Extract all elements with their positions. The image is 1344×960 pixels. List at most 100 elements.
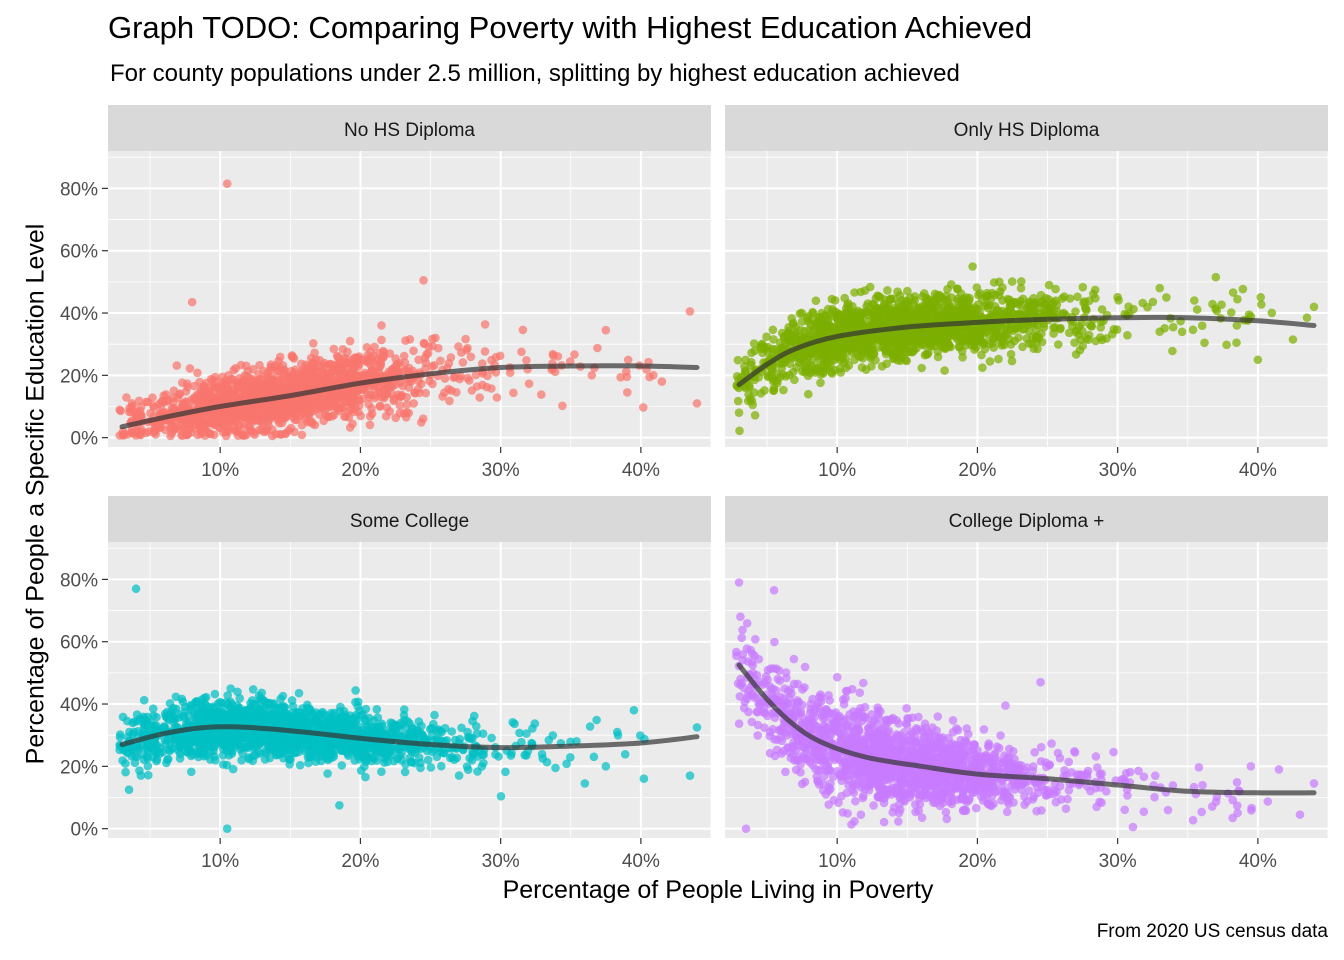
data-point bbox=[463, 765, 473, 774]
data-point bbox=[461, 334, 470, 344]
data-point bbox=[332, 404, 342, 414]
data-point bbox=[419, 338, 429, 348]
data-point bbox=[941, 329, 951, 339]
data-point bbox=[390, 363, 399, 372]
data-point bbox=[997, 341, 1007, 350]
data-point bbox=[396, 392, 405, 402]
data-point bbox=[769, 386, 779, 395]
x-tick-label: 40% bbox=[622, 460, 660, 481]
data-point bbox=[1029, 344, 1039, 354]
data-point bbox=[230, 426, 240, 435]
data-point bbox=[305, 752, 314, 762]
data-point bbox=[1168, 322, 1178, 332]
data-point bbox=[881, 316, 890, 325]
data-point bbox=[779, 385, 788, 395]
y-tick-label: 80% bbox=[60, 179, 98, 200]
data-point bbox=[152, 712, 161, 722]
data-point bbox=[218, 377, 228, 387]
data-point bbox=[931, 301, 941, 311]
data-point bbox=[857, 318, 866, 328]
data-point bbox=[229, 365, 238, 375]
data-point bbox=[980, 344, 990, 354]
data-point bbox=[447, 386, 456, 395]
data-point bbox=[735, 426, 744, 436]
data-point bbox=[463, 343, 472, 353]
data-point bbox=[985, 331, 994, 341]
data-point bbox=[270, 377, 280, 387]
data-point bbox=[214, 417, 223, 427]
data-point bbox=[297, 430, 307, 440]
facet-strip-label: No HS Diploma bbox=[344, 120, 475, 141]
data-point bbox=[898, 313, 907, 322]
data-point bbox=[797, 308, 806, 318]
data-point bbox=[850, 288, 859, 297]
data-point bbox=[974, 290, 983, 300]
data-point bbox=[409, 346, 418, 356]
x-tick-label: 40% bbox=[622, 851, 660, 872]
data-point bbox=[1078, 282, 1088, 292]
data-point bbox=[868, 307, 878, 316]
data-point bbox=[248, 685, 258, 694]
data-point bbox=[1006, 324, 1015, 334]
data-point bbox=[351, 404, 360, 414]
data-point bbox=[127, 428, 136, 438]
data-point bbox=[157, 397, 166, 406]
data-point bbox=[850, 355, 859, 365]
data-point bbox=[998, 296, 1007, 305]
data-point bbox=[395, 401, 405, 410]
data-point bbox=[328, 389, 338, 398]
data-point bbox=[410, 389, 420, 398]
data-point bbox=[389, 756, 399, 766]
data-point bbox=[1200, 338, 1209, 348]
data-point bbox=[437, 761, 446, 771]
outlier-point bbox=[1253, 355, 1263, 365]
data-point bbox=[881, 347, 891, 356]
data-point bbox=[623, 355, 633, 365]
data-point bbox=[1071, 307, 1080, 316]
data-point bbox=[985, 357, 995, 366]
data-point bbox=[866, 335, 876, 345]
data-point bbox=[171, 692, 181, 702]
data-point bbox=[749, 339, 759, 348]
data-point bbox=[518, 325, 528, 335]
data-point bbox=[970, 345, 979, 354]
data-point bbox=[1029, 307, 1039, 317]
data-point bbox=[1006, 304, 1015, 314]
data-point bbox=[276, 430, 286, 439]
data-point bbox=[804, 389, 813, 399]
data-point bbox=[1016, 300, 1026, 310]
data-point bbox=[385, 349, 395, 358]
data-point bbox=[377, 335, 386, 345]
data-point bbox=[733, 396, 743, 406]
data-point bbox=[209, 430, 219, 440]
data-point bbox=[118, 430, 128, 440]
data-point bbox=[1256, 293, 1265, 302]
data-point bbox=[427, 730, 437, 740]
data-point bbox=[994, 354, 1003, 364]
data-point bbox=[819, 367, 828, 376]
data-point bbox=[1160, 324, 1169, 333]
data-point bbox=[800, 350, 810, 360]
data-point bbox=[1222, 340, 1231, 350]
data-point bbox=[959, 294, 968, 303]
data-point bbox=[308, 370, 317, 380]
data-point bbox=[869, 349, 879, 359]
data-point bbox=[553, 352, 563, 361]
data-point bbox=[537, 390, 546, 399]
data-point bbox=[455, 734, 465, 744]
data-point bbox=[1192, 305, 1202, 314]
data-point bbox=[834, 319, 843, 328]
data-point bbox=[401, 336, 410, 345]
data-point bbox=[295, 374, 305, 383]
y-tick-label: 60% bbox=[60, 633, 98, 654]
data-point bbox=[955, 343, 964, 352]
data-point bbox=[225, 406, 234, 416]
data-point bbox=[169, 397, 178, 407]
data-point bbox=[245, 423, 254, 432]
data-point bbox=[1007, 277, 1017, 286]
data-point bbox=[418, 414, 428, 424]
data-point bbox=[977, 350, 986, 360]
data-point bbox=[820, 311, 829, 320]
data-point bbox=[912, 343, 921, 353]
data-point bbox=[241, 361, 251, 371]
